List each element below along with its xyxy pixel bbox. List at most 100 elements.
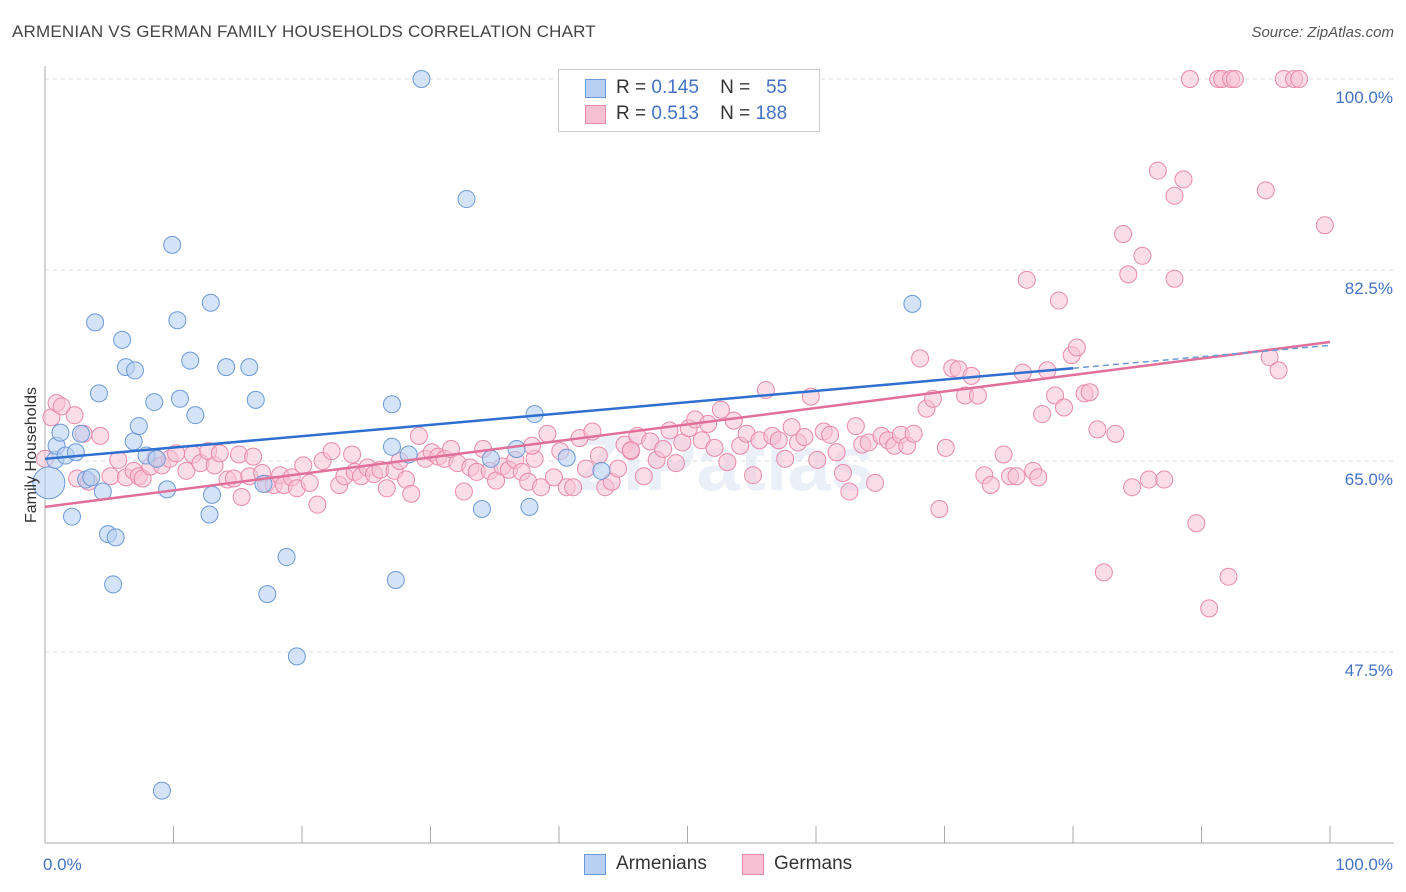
- germans-point: [705, 438, 724, 457]
- germans-point: [322, 442, 341, 461]
- armenians-point: [125, 361, 144, 380]
- germans-point: [409, 426, 428, 445]
- germans-point: [1269, 361, 1288, 380]
- armenians-point: [82, 468, 101, 487]
- y-tick-label: 82.5%: [1345, 279, 1393, 298]
- germans-point: [1106, 424, 1125, 443]
- germans-point: [936, 438, 955, 457]
- germans-point: [1017, 270, 1036, 289]
- germans-legend-label: Germans: [774, 853, 853, 874]
- armenians-point: [382, 395, 401, 414]
- armenians-point: [51, 423, 70, 442]
- legend-r-value: 0.145: [651, 77, 699, 98]
- germans-point: [827, 443, 846, 462]
- germans-point: [981, 476, 1000, 495]
- germans-point: [744, 466, 763, 485]
- germans-point: [1007, 467, 1026, 486]
- germans-point: [101, 467, 120, 486]
- y-tick-label: 65.0%: [1345, 470, 1393, 489]
- y-axis-label: Family Households: [23, 387, 40, 523]
- armenians-point: [557, 448, 576, 467]
- germans-point: [1174, 170, 1193, 189]
- armenians-point: [86, 313, 105, 332]
- germans-point: [1049, 291, 1068, 310]
- germans-point: [930, 500, 949, 519]
- armenians-point: [181, 351, 200, 370]
- armenians-point: [386, 570, 405, 589]
- armenians-point: [481, 449, 500, 468]
- germans-point: [994, 445, 1013, 464]
- germans-point: [1148, 161, 1167, 180]
- germans-legend-swatch: [742, 853, 764, 875]
- armenians-trend-extension: [1072, 344, 1331, 369]
- germans-point: [65, 406, 84, 425]
- germans-point: [1315, 216, 1334, 235]
- germans-point: [210, 444, 229, 463]
- armenians-swatch: [585, 78, 606, 98]
- germans-point: [911, 349, 930, 368]
- armenians-point: [62, 507, 81, 526]
- germans-point: [232, 488, 251, 507]
- germans-point: [634, 467, 653, 486]
- legend-n-label: N =: [720, 77, 751, 98]
- armenians-point: [168, 311, 187, 330]
- germans-point: [343, 445, 362, 464]
- germans-point: [52, 397, 71, 416]
- germans-point: [1119, 265, 1138, 284]
- armenians-point: [147, 449, 166, 468]
- germans-point: [538, 424, 557, 443]
- germans-point: [866, 473, 885, 492]
- germans-point: [300, 473, 319, 492]
- armenians-points: [32, 70, 922, 800]
- armenians-point: [104, 575, 123, 594]
- germans-point: [1139, 470, 1158, 489]
- germans-point: [1067, 338, 1086, 357]
- germans-point: [1046, 386, 1065, 405]
- legend-row-germans: R = 0.513 N = 188: [585, 103, 787, 125]
- armenians-point: [124, 432, 143, 451]
- armenians-point: [217, 358, 236, 377]
- germans-point: [846, 417, 865, 436]
- legend-n-label: N =: [720, 103, 751, 124]
- armenians-point: [520, 497, 539, 516]
- germans-point: [769, 431, 788, 450]
- x-tick-labels: 0.0% 100.0%: [43, 855, 1393, 874]
- germans-point: [402, 484, 421, 503]
- germans-point: [776, 449, 795, 468]
- armenians-point: [200, 505, 219, 524]
- germans-point: [1180, 70, 1199, 88]
- germans-point: [544, 468, 563, 487]
- germans-point: [654, 439, 673, 458]
- legend-n-value: 188: [755, 103, 788, 124]
- germans-point: [609, 459, 628, 478]
- germans-point: [840, 482, 859, 501]
- germans-point: [589, 446, 608, 465]
- armenians-point: [89, 384, 108, 403]
- legend-r-value: 0.513: [651, 103, 699, 124]
- armenians-point: [507, 439, 526, 458]
- x-tick-label: 100.0%: [1335, 855, 1393, 874]
- x-tick-label: 0.0%: [43, 855, 82, 874]
- armenians-point: [170, 389, 189, 408]
- germans-point: [795, 427, 814, 446]
- chart-title: ARMENIAN VS GERMAN FAMILY HOUSEHOLDS COR…: [12, 22, 596, 41]
- germans-point: [308, 495, 327, 514]
- germans-point: [1088, 420, 1107, 439]
- germans-swatch: [585, 104, 606, 124]
- armenians-point: [277, 548, 296, 567]
- germans-points: [36, 70, 1334, 618]
- germans-point: [1225, 70, 1244, 88]
- germans-point: [808, 450, 827, 469]
- germans-point: [1165, 186, 1184, 205]
- armenians-point: [457, 190, 476, 209]
- armenians-point: [287, 647, 306, 666]
- stats-legend: R = 0.145 N = 55 R = 0.513 N = 188: [558, 69, 820, 132]
- germans-point: [666, 454, 685, 473]
- armenians-point: [32, 466, 66, 500]
- germans-point: [294, 456, 313, 475]
- germans-point: [91, 426, 110, 445]
- legend-n-value: 55: [766, 77, 788, 98]
- armenians-point: [201, 293, 220, 312]
- bottom-legend-armenians: Armenians: [584, 852, 707, 876]
